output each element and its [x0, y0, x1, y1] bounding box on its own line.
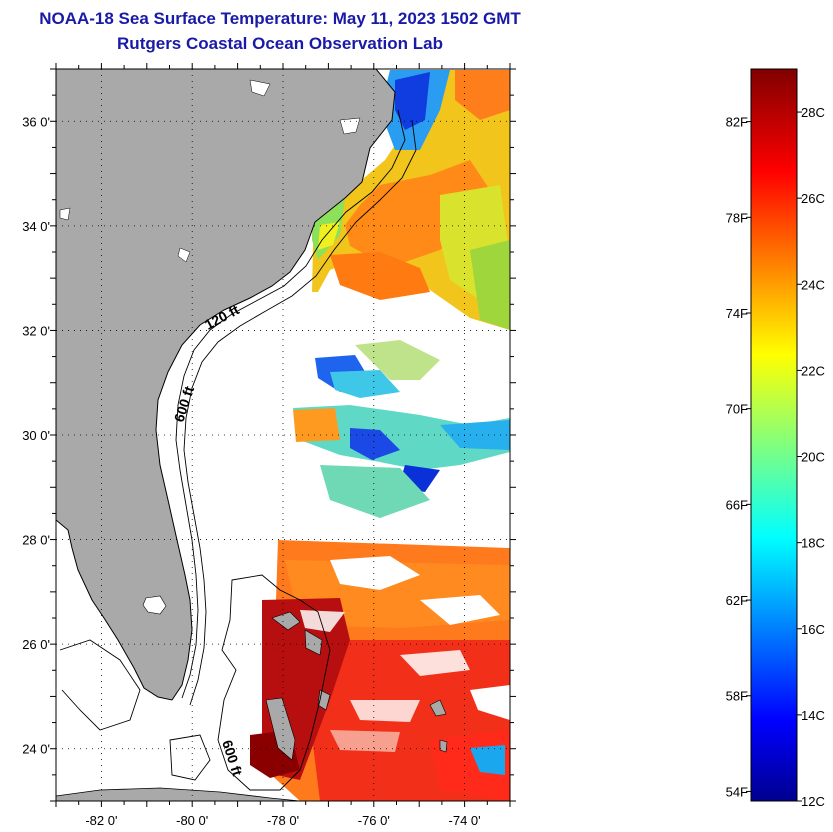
lat-label: 36 0' — [22, 114, 50, 129]
colorbar-f-label: 62F — [726, 593, 748, 608]
lat-label: 24 0' — [22, 742, 50, 757]
lon-label: -76 0' — [358, 813, 390, 828]
land-us-southeast — [56, 69, 396, 701]
lat-label: 28 0' — [22, 533, 50, 548]
sst-swath-middle — [293, 340, 510, 518]
colorbar-c-label: 12C — [801, 794, 825, 809]
sst-swath-south — [250, 540, 510, 801]
graticule — [56, 69, 510, 801]
coastal-water-features — [59, 79, 361, 263]
colorbar-f-label: 66F — [726, 497, 748, 512]
bathymetry-contours — [59, 109, 417, 791]
map-content: 120 ft 600 ft 600 ft — [56, 69, 510, 801]
map-title: NOAA-18 Sea Surface Temperature: May 11,… — [39, 9, 521, 28]
colorbar-c-label: 20C — [801, 450, 825, 465]
axis-ticks — [50, 63, 516, 807]
colorbar-c-label: 26C — [801, 191, 825, 206]
lat-label: 34 0' — [22, 219, 50, 234]
colorbar-c-label: 22C — [801, 363, 825, 378]
lon-label: -74 0' — [449, 813, 481, 828]
lat-label: 30 0' — [22, 428, 50, 443]
colorbar-f-label: 74F — [726, 306, 748, 321]
map-subtitle: Rutgers Coastal Ocean Observation Lab — [117, 34, 443, 53]
colorbar-f-label: 54F — [726, 784, 748, 799]
colorbar-c-label: 18C — [801, 536, 825, 551]
lon-label: -78 0' — [267, 813, 299, 828]
lon-label: -80 0' — [176, 813, 208, 828]
colorbar-f-label: 70F — [726, 402, 748, 417]
colorbar-fahrenheit-labels: 82F 78F 74F 70F 66F 62F 58F 54F — [726, 115, 748, 800]
colorbar-c-label: 16C — [801, 622, 825, 637]
colorbar-c-label: 14C — [801, 708, 825, 723]
lat-label: 32 0' — [22, 323, 50, 338]
longitude-labels: -82 0' -80 0' -78 0' -76 0' -74 0' — [85, 813, 480, 828]
colorbar-celsius-labels: 28C 26C 24C 22C 20C 18C 16C 14C 12C — [801, 105, 825, 809]
colorbar-f-label: 78F — [726, 210, 748, 225]
latitude-labels: 36 0' 34 0' 32 0' 30 0' 28 0' 26 0' 24 0' — [22, 114, 50, 756]
colorbar-ticks — [746, 111, 802, 802]
colorbar-c-label: 28C — [801, 105, 825, 120]
lake-okeechobee — [142, 595, 167, 615]
colorbar-f-label: 82F — [726, 115, 748, 130]
lon-label: -82 0' — [85, 813, 117, 828]
lat-label: 26 0' — [22, 637, 50, 652]
colorbar — [750, 68, 798, 802]
colorbar-c-label: 24C — [801, 277, 825, 292]
colorbar-f-label: 58F — [726, 689, 748, 704]
